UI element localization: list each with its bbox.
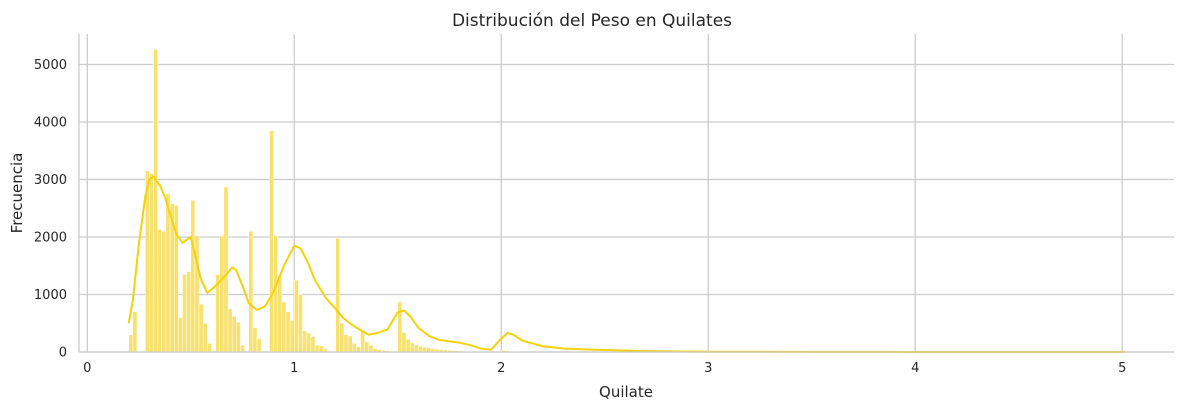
axes-spines: [78, 34, 1174, 353]
y-tick-label: 1000: [34, 288, 67, 303]
y-tick-label: 4000: [34, 115, 67, 130]
histogram-bar: [186, 271, 192, 353]
histogram-bar: [128, 334, 134, 353]
y-axis-label: Frecuencia: [8, 153, 26, 234]
y-tick-label: 0: [59, 346, 67, 361]
kde-curve: [127, 175, 1125, 353]
histogram-bar: [223, 186, 229, 353]
histogram-bar: [227, 308, 233, 353]
y-tick-label: 2000: [34, 230, 67, 245]
histogram-bar: [165, 193, 171, 353]
histogram-bar: [405, 339, 411, 353]
x-axis-label: Quilate: [599, 383, 653, 401]
histogram-bar: [409, 342, 415, 353]
x-tick-label: 4: [911, 361, 919, 376]
histogram-bar: [368, 344, 374, 353]
histogram-bar: [240, 344, 245, 353]
histogram-bar: [289, 320, 295, 353]
histogram-bar: [298, 294, 303, 353]
histogram-bar: [157, 229, 163, 353]
histogram-bar: [318, 345, 324, 353]
histogram-bar: [219, 235, 225, 353]
histogram-bar: [182, 274, 187, 353]
histogram-bar: [364, 341, 370, 353]
histogram-bar: [401, 332, 407, 353]
histogram-bar: [252, 327, 258, 353]
histogram-bar: [132, 311, 138, 353]
histogram-bar: [422, 346, 428, 353]
x-tick-label: 0: [83, 361, 91, 376]
x-tick-label: 3: [704, 361, 712, 376]
tick-labels: 0 1000 2000 3000 4000 5000 0 1 2 3 4 5: [34, 58, 1126, 376]
histogram-bar: [285, 311, 291, 353]
histogram-bar: [310, 336, 316, 353]
histogram-bar: [248, 230, 254, 353]
histogram-bar: [153, 49, 158, 353]
grid: [79, 34, 1174, 353]
x-tick-label: 5: [1118, 361, 1126, 376]
histogram-bar: [347, 335, 353, 353]
histogram-bar: [360, 329, 365, 353]
kde-line: [127, 175, 1125, 353]
histogram-bar: [256, 338, 262, 353]
histogram-bar: [306, 332, 312, 353]
histogram-bar: [414, 344, 419, 353]
histogram-bar: [161, 230, 167, 353]
histogram-bar: [178, 317, 183, 353]
histogram-bar: [351, 343, 357, 353]
histogram-bar: [335, 237, 341, 353]
histogram-bars: [128, 49, 543, 353]
histogram-bar: [277, 275, 283, 353]
histogram-bar: [343, 334, 349, 353]
histogram-bar: [231, 316, 237, 353]
x-tick-label: 2: [497, 361, 505, 376]
histogram-bar: [397, 301, 403, 353]
histogram-bar: [302, 330, 307, 353]
histogram-bar: [202, 322, 208, 353]
histogram-bar: [273, 235, 278, 353]
x-tick-label: 1: [290, 361, 298, 376]
histogram-bar: [149, 173, 154, 353]
histogram-bar: [418, 345, 423, 353]
histogram-bar: [269, 130, 274, 353]
y-tick-label: 5000: [34, 58, 67, 73]
histogram-bar: [294, 279, 299, 353]
histogram-bar: [281, 301, 287, 353]
chart-title: Distribución del Peso en Quilates: [452, 11, 732, 31]
histogram-bar: [207, 343, 212, 353]
histogram-bar: [339, 322, 345, 353]
histogram-bar: [190, 199, 196, 353]
histogram-bar: [356, 346, 361, 353]
histogram-bar: [198, 304, 204, 353]
y-tick-label: 3000: [34, 173, 67, 188]
histogram-bar: [314, 344, 320, 353]
histogram-bar: [236, 321, 241, 353]
